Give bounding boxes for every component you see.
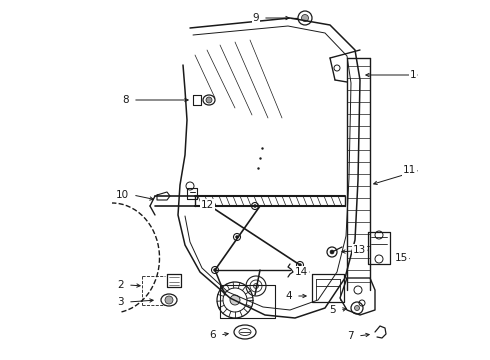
- Text: 13: 13: [353, 245, 366, 255]
- Text: 9: 9: [252, 13, 259, 23]
- Text: 1: 1: [409, 70, 416, 80]
- Text: 10: 10: [116, 190, 129, 200]
- Text: 15: 15: [395, 253, 408, 263]
- Circle shape: [236, 235, 239, 238]
- Circle shape: [253, 204, 256, 207]
- Circle shape: [298, 264, 301, 266]
- Circle shape: [301, 14, 309, 22]
- Circle shape: [230, 295, 240, 305]
- Text: 11: 11: [403, 165, 416, 175]
- Text: 2: 2: [118, 280, 124, 290]
- Circle shape: [165, 296, 173, 304]
- Text: 8: 8: [122, 95, 129, 105]
- Circle shape: [253, 284, 259, 288]
- Text: 3: 3: [118, 297, 124, 307]
- Circle shape: [214, 269, 217, 271]
- Text: 12: 12: [201, 200, 214, 210]
- Circle shape: [330, 250, 334, 254]
- Text: 6: 6: [209, 330, 216, 340]
- Text: 4: 4: [285, 291, 292, 301]
- Circle shape: [206, 97, 212, 103]
- Circle shape: [354, 306, 360, 310]
- Text: 5: 5: [329, 305, 336, 315]
- Text: 7: 7: [347, 331, 354, 341]
- Text: 14: 14: [295, 267, 308, 277]
